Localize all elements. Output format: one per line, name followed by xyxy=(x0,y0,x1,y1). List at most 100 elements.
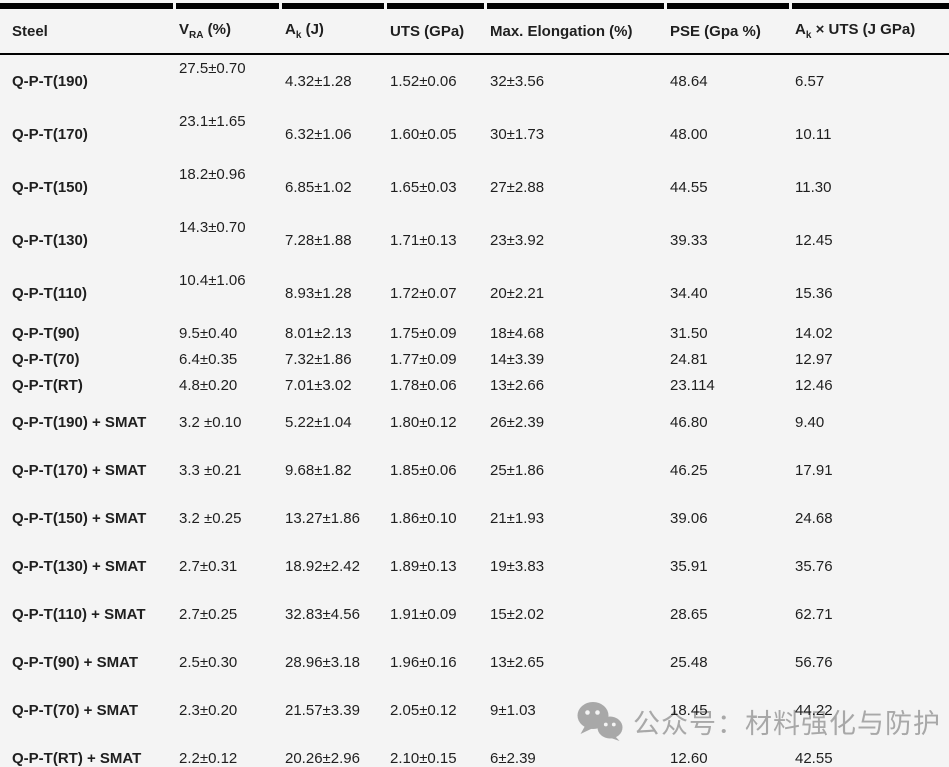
table-row: Q-P-T(170) 23.1±1.65 6.32±1.06 1.60±0.05 30±… xyxy=(0,108,949,161)
table-row: Q-P-T(RT) 4.8±0.20 7.01±3.02 1.78±0.06 13±2.… xyxy=(0,372,949,398)
header-subscript: k xyxy=(295,30,302,41)
column-header-uts: UTS (GPa) xyxy=(384,3,484,55)
cell-vra: 3.2 ±0.10 xyxy=(179,413,242,431)
cell-vra: 2.5±0.30 xyxy=(179,653,238,671)
cell-elong: 30±1.73 xyxy=(490,126,545,143)
cell-elong: 15±2.02 xyxy=(490,605,545,623)
cell-uts: 1.85±0.06 xyxy=(390,461,457,479)
top-rule-gap xyxy=(789,3,792,9)
column-header-steel: Steel xyxy=(0,3,173,55)
cell-elong: 13±2.65 xyxy=(490,653,545,671)
cell-steel: Q-P-T(130) + SMAT xyxy=(12,557,147,575)
cell-ak: 18.92±2.42 xyxy=(285,557,360,575)
cell-akuts: 62.71 xyxy=(795,605,833,623)
cell-akuts: 24.68 xyxy=(795,509,833,527)
cell-akuts: 56.76 xyxy=(795,653,833,671)
table-row: Q-P-T(130) + SMAT 2.7±0.31 18.92±2.42 1.89±… xyxy=(0,542,949,590)
cell-ak: 5.22±1.04 xyxy=(285,413,352,431)
cell-akuts: 9.40 xyxy=(795,413,825,431)
cell-akuts: 14.02 xyxy=(795,324,833,342)
cell-vra: 2.7±0.25 xyxy=(179,605,238,623)
cell-vra: 9.5±0.40 xyxy=(179,324,238,342)
cell-uts: 2.10±0.15 xyxy=(384,734,484,767)
cell-pse: 24.81 xyxy=(670,350,708,368)
header-label: Steel xyxy=(12,22,48,40)
cell-pse: 25.48 xyxy=(670,653,708,671)
cell-ak: 7.32±1.86 xyxy=(285,350,352,368)
cell-ak: 20.26±2.96 xyxy=(279,734,384,767)
cell-vra: 18.2±0.96 xyxy=(179,166,246,183)
cell-elong: 26±2.39 xyxy=(490,413,545,431)
cell-ak: 32.83±4.56 xyxy=(285,605,360,623)
header-unit: (%) xyxy=(203,21,231,38)
cell-akuts: 15.36 xyxy=(795,285,833,302)
cell-steel: Q-P-T(190) + SMAT xyxy=(12,413,147,431)
header-unit: (J) xyxy=(301,21,324,38)
cell-pse: 48.64 xyxy=(670,73,708,90)
cell-steel: Q-P-T(170) + SMAT xyxy=(12,461,147,479)
cell-uts: 1.60±0.05 xyxy=(390,126,457,143)
table-row: Q-P-T(150) + SMAT 3.2 ±0.25 13.27±1.86 1.86… xyxy=(0,494,949,542)
cell-pse: 18.45 xyxy=(670,701,708,719)
cell-vra: 3.3 ±0.21 xyxy=(179,461,242,479)
cell-uts: 1.78±0.06 xyxy=(390,376,457,394)
cell-akuts: 42.55 xyxy=(789,734,949,767)
cell-uts: 1.96±0.16 xyxy=(390,653,457,671)
cell-ak: 7.01±3.02 xyxy=(285,376,352,394)
cell-akuts: 44.22 xyxy=(795,701,833,719)
cell-steel: Q-P-T(RT) + SMAT xyxy=(0,734,173,767)
column-header-ak-uts: Ak × UTS (J GPa) xyxy=(789,3,949,55)
cell-vra: 6.4±0.35 xyxy=(179,350,238,368)
cell-pse: 46.25 xyxy=(670,461,708,479)
cell-uts: 1.80±0.12 xyxy=(390,413,457,431)
cell-pse: 39.33 xyxy=(670,232,708,249)
cell-ak: 6.85±1.02 xyxy=(285,179,352,196)
cell-pse: 34.40 xyxy=(670,285,708,302)
cell-vra: 2.3±0.20 xyxy=(179,701,238,719)
cell-steel: Q-P-T(190) xyxy=(12,73,88,90)
cell-uts: 1.72±0.07 xyxy=(390,285,457,302)
cell-steel: Q-P-T(110) xyxy=(12,285,88,302)
column-header-vra: VRA (%) xyxy=(173,3,279,55)
cell-pse: 46.80 xyxy=(670,413,708,431)
cell-ak: 21.57±3.39 xyxy=(285,701,360,719)
cell-akuts: 6.57 xyxy=(795,73,825,90)
cell-steel: Q-P-T(70) + SMAT xyxy=(12,701,138,719)
cell-ak: 13.27±1.86 xyxy=(285,509,360,527)
table-row: Q-P-T(110) + SMAT 2.7±0.25 32.83±4.56 1.91±… xyxy=(0,590,949,638)
cell-uts: 1.89±0.13 xyxy=(390,557,457,575)
header-subscript: k xyxy=(805,30,812,41)
cell-elong: 32±3.56 xyxy=(490,73,545,90)
column-header-pse: PSE (Gpa %) xyxy=(664,3,789,55)
cell-steel: Q-P-T(110) + SMAT xyxy=(12,605,146,623)
table-row: Q-P-T(70) + SMAT 2.3±0.20 21.57±3.39 2.05±0… xyxy=(0,686,949,734)
cell-elong: 18±4.68 xyxy=(490,324,545,342)
cell-elong: 9±1.03 xyxy=(490,701,536,719)
column-header-elongation: Max. Elongation (%) xyxy=(484,3,664,55)
cell-pse: 48.00 xyxy=(670,126,708,143)
table-row: Q-P-T(110) 10.4±1.06 8.93±1.28 1.72±0.07 20±… xyxy=(0,267,949,320)
cell-steel: Q-P-T(150) xyxy=(12,179,88,196)
cell-ak: 6.32±1.06 xyxy=(285,126,352,143)
table-header: Steel VRA (%) Ak (J) UTS (GPa) Max. Elon… xyxy=(0,3,949,55)
cell-akuts: 11.30 xyxy=(795,179,832,196)
cell-vra: 10.4±1.06 xyxy=(179,272,246,289)
cell-akuts: 10.11 xyxy=(795,126,832,143)
properties-table: Steel VRA (%) Ak (J) UTS (GPa) Max. Elon… xyxy=(0,3,949,767)
header-unit: × UTS (J GPa) xyxy=(811,21,916,38)
cell-vra: 14.3±0.70 xyxy=(179,219,246,236)
cell-steel: Q-P-T(90) xyxy=(12,324,80,342)
cell-elong: 13±2.66 xyxy=(490,376,545,394)
cell-vra: 27.5±0.70 xyxy=(179,60,246,77)
cell-uts: 1.91±0.09 xyxy=(390,605,457,623)
cell-ak: 7.28±1.88 xyxy=(285,232,352,249)
cell-elong: 19±3.83 xyxy=(490,557,545,575)
cell-vra: 23.1±1.65 xyxy=(179,113,246,130)
cell-pse: 12.60 xyxy=(664,734,789,767)
cell-uts: 1.77±0.09 xyxy=(390,350,457,368)
table-row: Q-P-T(150) 18.2±0.96 6.85±1.02 1.65±0.03 27±… xyxy=(0,161,949,214)
header-label: UTS (GPa) xyxy=(390,22,465,40)
cell-vra: 2.2±0.12 xyxy=(173,734,279,767)
cell-steel: Q-P-T(RT) xyxy=(12,376,83,394)
